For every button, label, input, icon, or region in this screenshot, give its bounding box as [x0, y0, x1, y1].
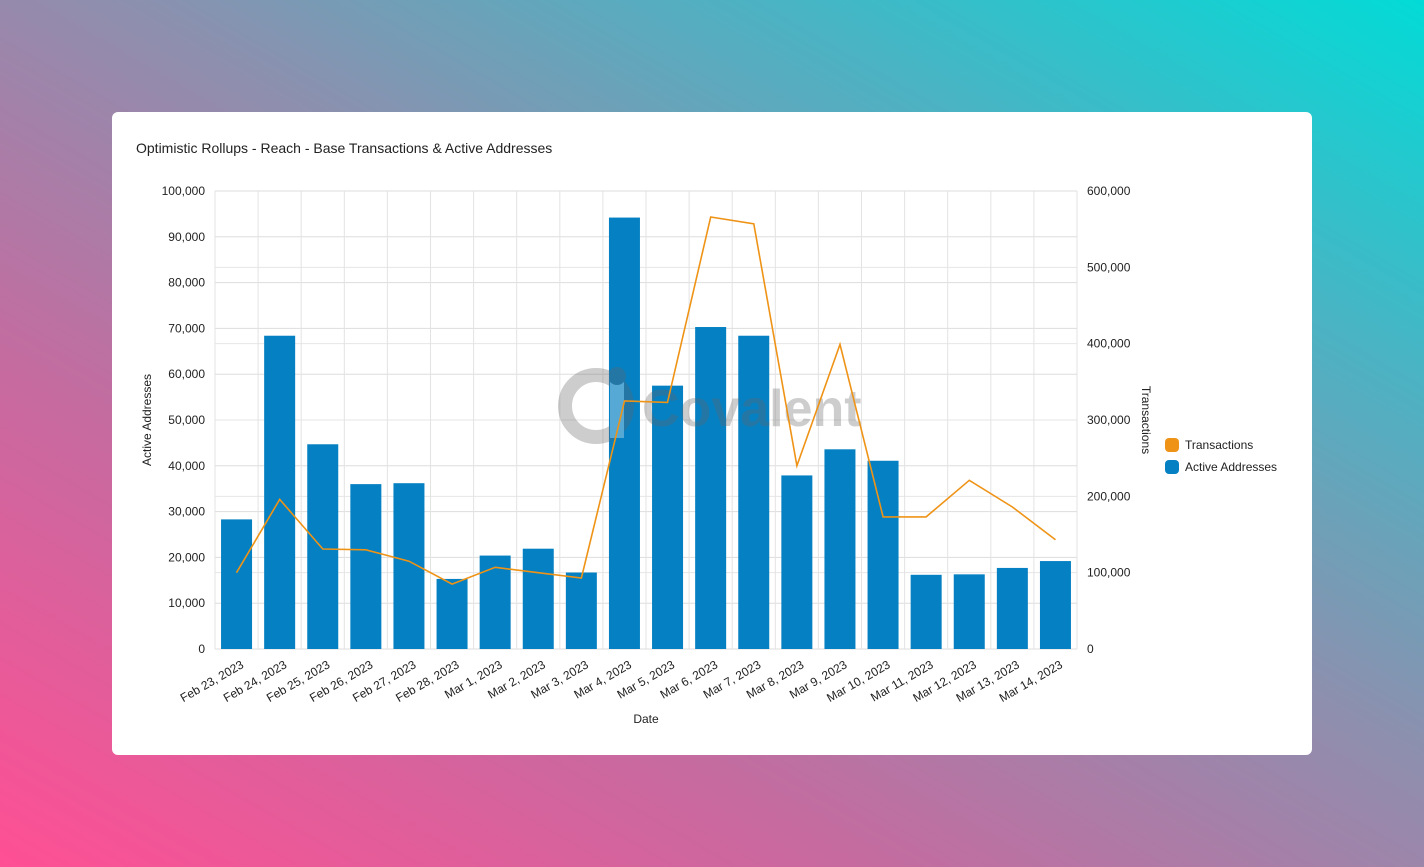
covalent-logo-gap [610, 374, 624, 438]
covalent-logo-icon [558, 368, 634, 444]
bar-active-addresses [996, 567, 1028, 649]
y-axis-title: Active Addresses [140, 374, 154, 466]
bar-active-addresses [436, 578, 468, 649]
y2-tick-label: 300,000 [1087, 413, 1131, 427]
bar-active-addresses [350, 484, 382, 649]
bar-active-addresses [867, 460, 899, 649]
bar-active-addresses [221, 519, 253, 649]
bar-active-addresses [307, 444, 339, 649]
bar-active-addresses [781, 475, 813, 649]
bar-active-addresses [1039, 561, 1071, 649]
bar-active-addresses [695, 327, 727, 649]
bar-active-addresses [738, 335, 770, 649]
legend-swatch [1165, 460, 1179, 474]
chart-card: Optimistic Rollups - Reach - Base Transa… [112, 112, 1312, 755]
covalent-logo-dot [608, 367, 626, 385]
bar-active-addresses [264, 335, 296, 649]
bar-active-addresses [824, 449, 856, 649]
bar-active-addresses [608, 217, 640, 649]
y2-tick-label: 500,000 [1087, 260, 1131, 274]
y2-tick-label: 100,000 [1087, 566, 1131, 580]
y-tick-label: 90,000 [168, 230, 205, 244]
legend-swatch [1165, 438, 1179, 452]
y-tick-label: 20,000 [168, 550, 205, 564]
combo-chart: 0 10,000 20,000 30,000 40,000 50,000 60,000 70,… [140, 184, 1277, 726]
chart-title: Optimistic Rollups - Reach - Base Transa… [136, 140, 553, 156]
y2-tick-label: 600,000 [1087, 184, 1131, 198]
watermark-text: Covalent [642, 380, 862, 438]
bar-active-addresses [652, 385, 684, 649]
legend-label: Active Addresses [1185, 460, 1277, 474]
y-tick-label: 50,000 [168, 413, 205, 427]
bar-active-addresses [910, 574, 942, 649]
y-tick-label: 60,000 [168, 367, 205, 381]
y-tick-label: 10,000 [168, 596, 205, 610]
bar-active-addresses [953, 574, 985, 649]
y-tick-label: 100,000 [162, 184, 206, 198]
line-transactions [235, 216, 1056, 585]
bar-active-addresses [565, 572, 597, 649]
y2-axis-title: Transactions [1139, 386, 1153, 454]
y2-tick-label: 400,000 [1087, 337, 1131, 351]
x-axis-title: Date [633, 712, 659, 726]
y-tick-label: 80,000 [168, 276, 205, 290]
bar-active-addresses [522, 548, 554, 649]
y-tick-label: 70,000 [168, 321, 205, 335]
y-tick-label: 0 [198, 642, 205, 656]
legend-label: Transactions [1185, 438, 1253, 452]
y-tick-label: 40,000 [168, 459, 205, 473]
y-tick-label: 30,000 [168, 505, 205, 519]
y2-tick-label: 0 [1087, 642, 1094, 656]
bar-active-addresses [479, 555, 511, 649]
covalent-watermark: Covalent [558, 367, 862, 444]
y2-tick-label: 200,000 [1087, 489, 1131, 503]
